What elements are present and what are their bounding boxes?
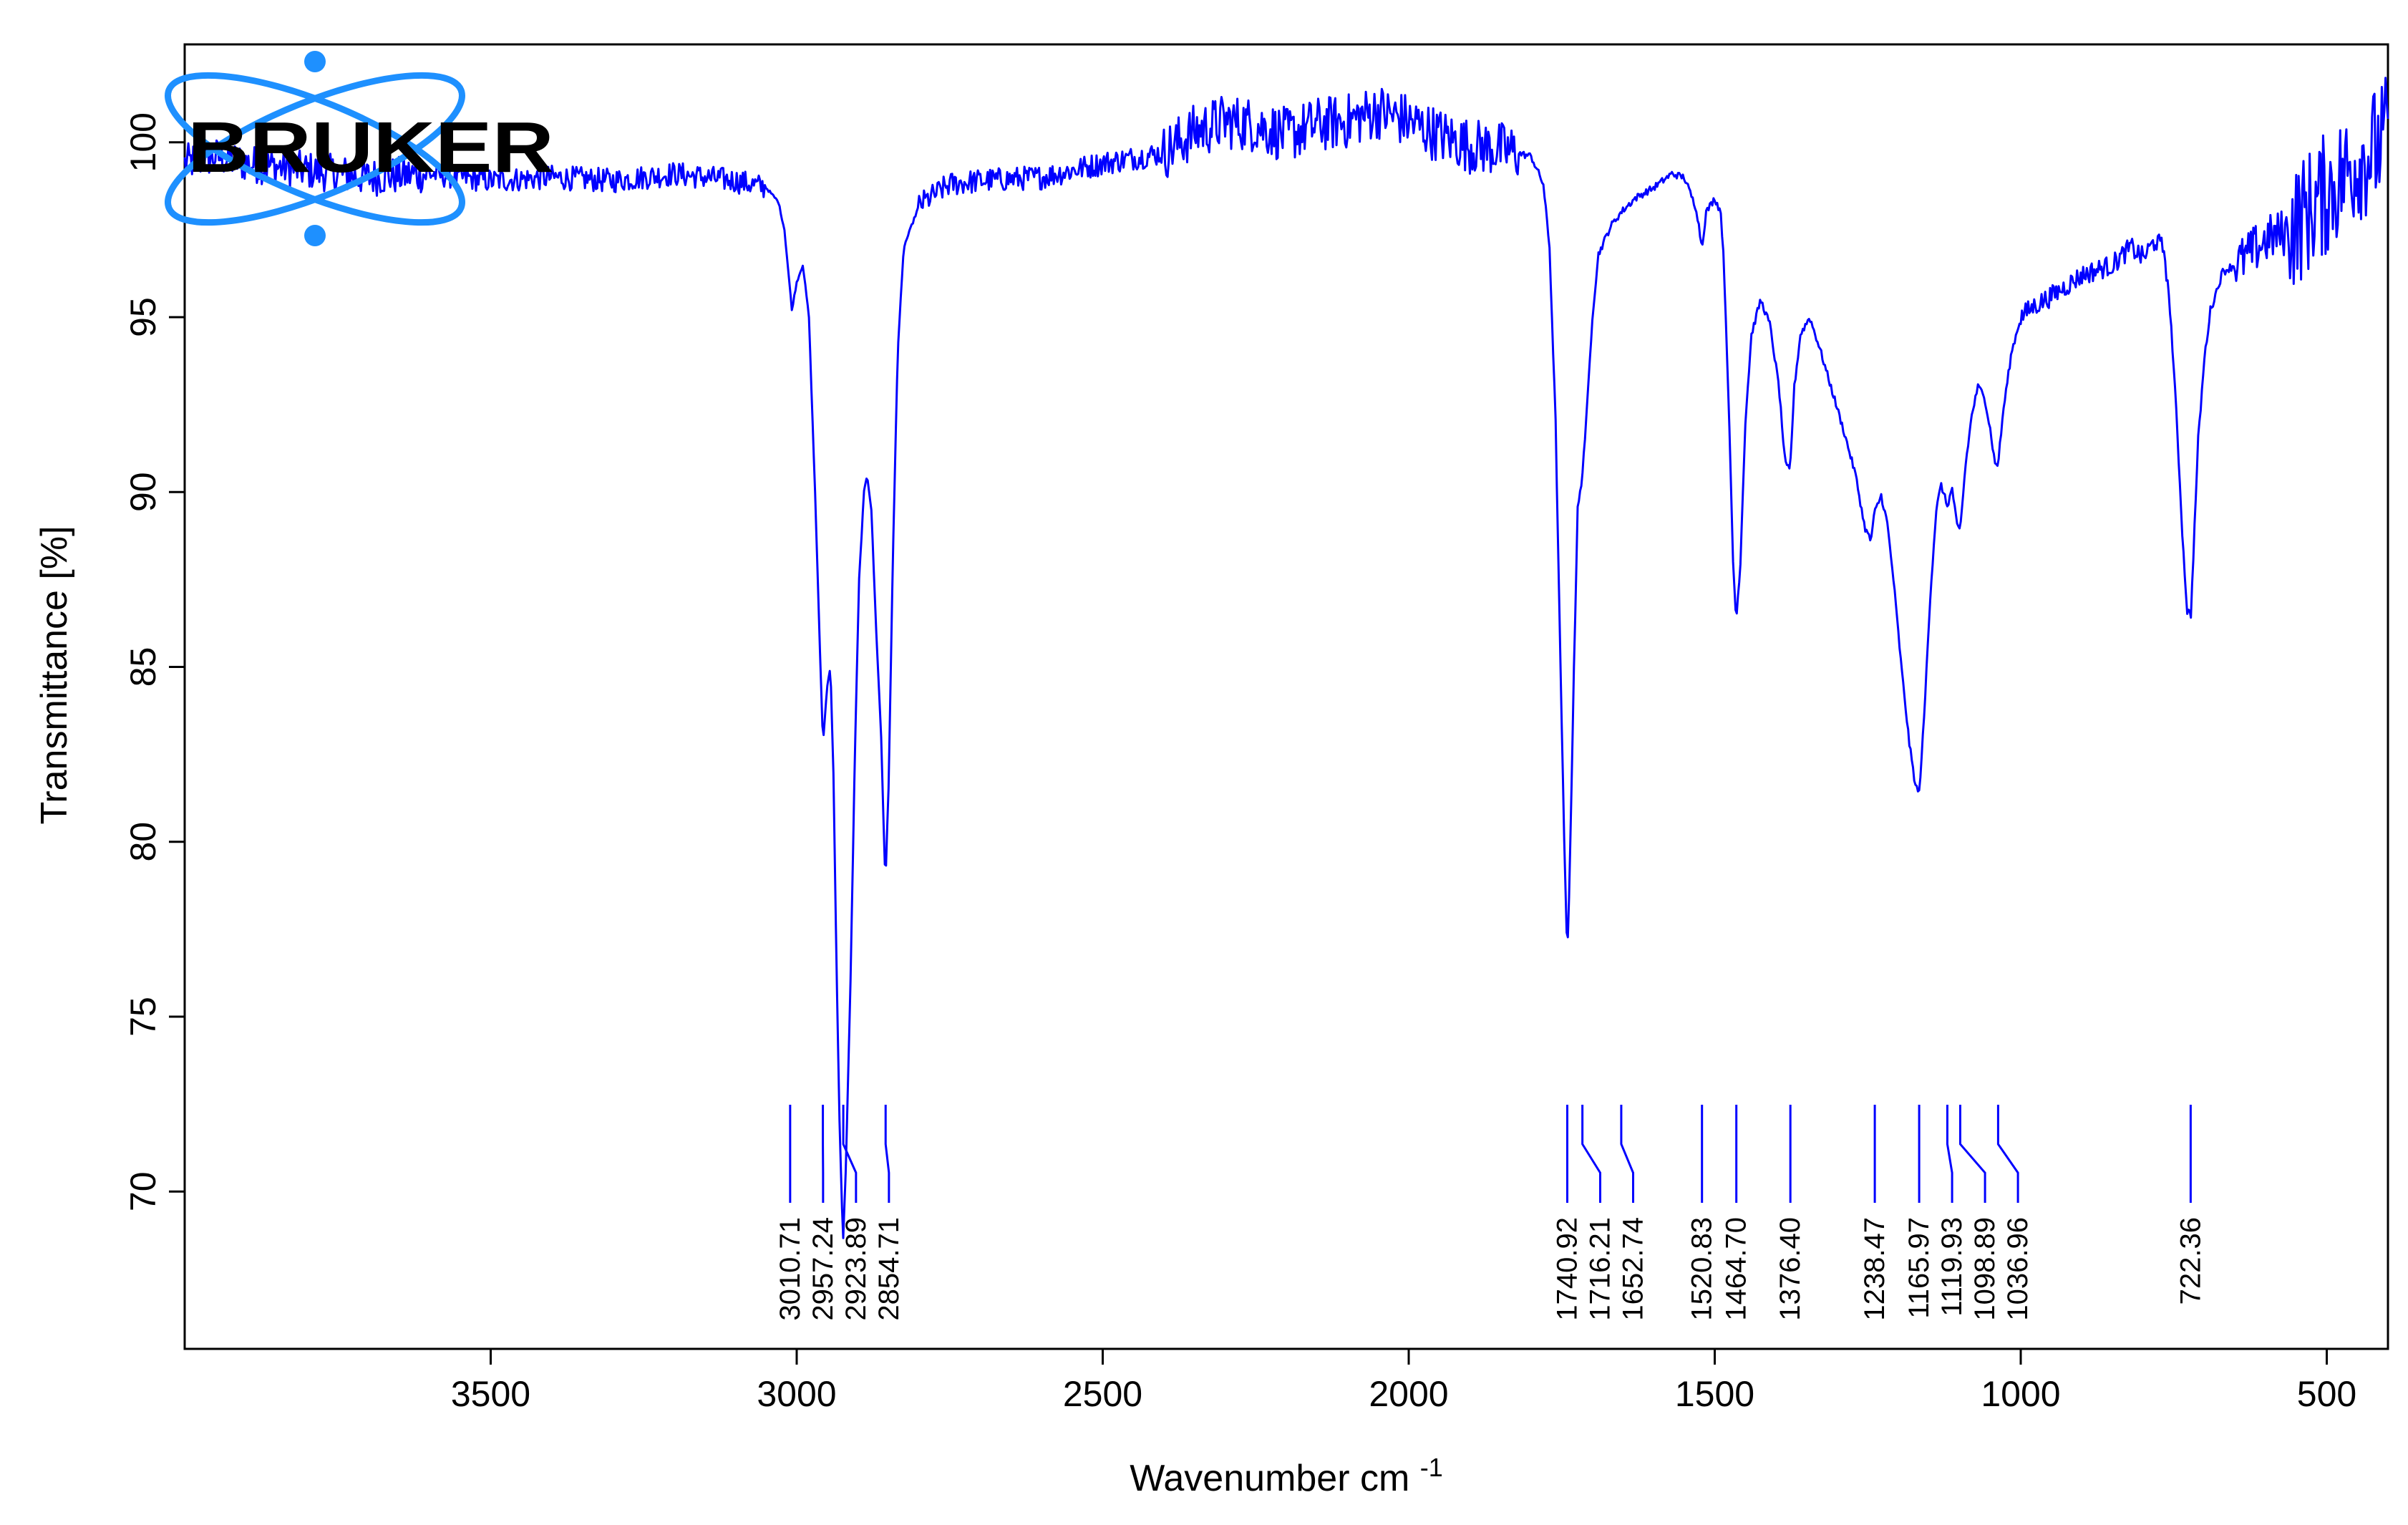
x-tick-label: 3000 [757, 1374, 836, 1414]
peak-label: 2923.89 [840, 1217, 872, 1321]
peak-label: 1036.96 [2002, 1217, 2034, 1321]
peak-label: 2957.24 [807, 1217, 839, 1321]
peak-label: 1716.21 [1585, 1217, 1616, 1321]
x-tick-label: 1000 [1981, 1374, 2060, 1414]
peak-label: 1098.89 [1969, 1217, 2001, 1321]
x-tick-label: 2000 [1369, 1374, 1448, 1414]
peak-label: 1652.74 [1618, 1217, 1649, 1321]
peak-marker-line [1583, 1105, 1601, 1203]
x-axis-title: Wavenumber cm -1 [1130, 1453, 1443, 1499]
y-tick-label: 70 [123, 1171, 163, 1211]
peak-label: 1119.93 [1936, 1217, 1968, 1317]
logo-text: BRUKER [188, 107, 554, 188]
plot-layer: 3500 3000 2500 2000 1500 1000 500 70 75 80 85 90 95 1… [34, 44, 2388, 1499]
peak-label: 2854.71 [873, 1217, 905, 1321]
peak-label: 1740.92 [1552, 1217, 1583, 1321]
y-tick-label: 85 [123, 647, 163, 687]
peak-label: 3010.71 [775, 1217, 806, 1321]
x-tick-label: 2500 [1063, 1374, 1142, 1414]
peak-label: 722.36 [2175, 1217, 2206, 1304]
y-tick-label: 95 [123, 297, 163, 337]
y-tick-label: 100 [123, 112, 163, 172]
peak-label: 1520.83 [1686, 1217, 1718, 1321]
atom-electron-icon [304, 51, 326, 72]
peak-marker-line [1960, 1105, 1985, 1203]
plot-frame [185, 44, 2388, 1349]
spectrum-line [185, 78, 2388, 1238]
atom-electron-icon [304, 225, 326, 246]
x-tick-label: 3500 [451, 1374, 530, 1414]
peak-label: 1376.40 [1775, 1217, 1806, 1321]
x-tick-label: 1500 [1675, 1374, 1754, 1414]
y-axis-title: Transmittance [%] [34, 526, 75, 824]
peak-label: 1464.70 [1721, 1217, 1752, 1321]
x-tick-label: 500 [2297, 1374, 2356, 1414]
bruker-logo: BRUKER [151, 46, 554, 251]
peak-marker-line [885, 1105, 889, 1203]
peak-label: 1238.47 [1859, 1217, 1890, 1321]
peak-marker-line [1998, 1105, 2018, 1203]
peak-marker-line [1621, 1105, 1633, 1203]
y-tick-label: 75 [123, 997, 163, 1037]
y-tick-label: 90 [123, 472, 163, 512]
peak-label: 1165.97 [1903, 1217, 1935, 1319]
peak-marker-line [1947, 1105, 1952, 1203]
y-tick-label: 80 [123, 822, 163, 862]
